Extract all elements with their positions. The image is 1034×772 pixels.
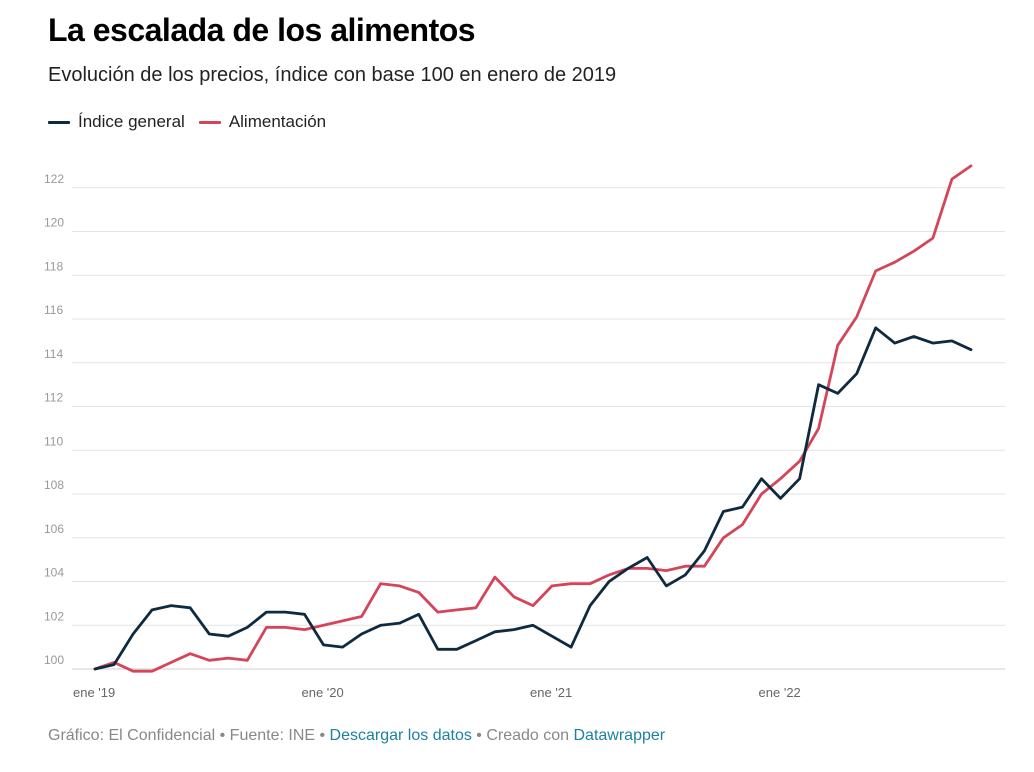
chart-footer: Gráfico: El Confidencial • Fuente: INE •… (48, 727, 665, 745)
x-tick-label: ene '21 (530, 685, 572, 700)
y-tick-label: 112 (44, 391, 63, 405)
legend-swatch-general (48, 120, 70, 124)
y-tick-label: 106 (44, 522, 64, 536)
y-tick-label: 116 (44, 303, 63, 317)
footer-created: • Creado con (471, 727, 574, 744)
y-tick-label: 100 (44, 653, 64, 667)
series-line-general (93, 326, 973, 671)
legend-item-general: Índice general (48, 112, 185, 132)
series-line-food (93, 164, 973, 673)
footer-credit: Gráfico: El Confidencial • Fuente: INE • (48, 727, 330, 744)
legend-item-food: Alimentación (198, 112, 327, 132)
chart-legend: Índice general Alimentación (48, 112, 326, 132)
datawrapper-link[interactable]: Datawrapper (573, 727, 666, 744)
legend-label-general: Índice general (78, 112, 185, 131)
legend-label-food: Alimentación (228, 112, 327, 131)
y-tick-label: 104 (44, 566, 64, 580)
y-tick-label: 114 (44, 347, 63, 361)
y-tick-label: 122 (44, 172, 64, 186)
y-tick-label: 120 (44, 216, 64, 230)
y-tick-label: 102 (44, 609, 64, 623)
chart-subtitle: Evolución de los precios, índice con bas… (48, 64, 617, 86)
legend-swatch-food (198, 120, 221, 124)
chart-title: La escalada de los alimentos (48, 12, 476, 48)
y-tick-label: 118 (44, 259, 63, 273)
download-data-link[interactable]: Descargar los datos (329, 727, 472, 744)
y-tick-label: 110 (44, 434, 63, 448)
y-tick-label: 108 (44, 478, 64, 492)
x-tick-label: ene '19 (73, 685, 115, 700)
x-tick-label: ene '22 (759, 685, 801, 700)
x-tick-label: ene '20 (302, 685, 344, 700)
